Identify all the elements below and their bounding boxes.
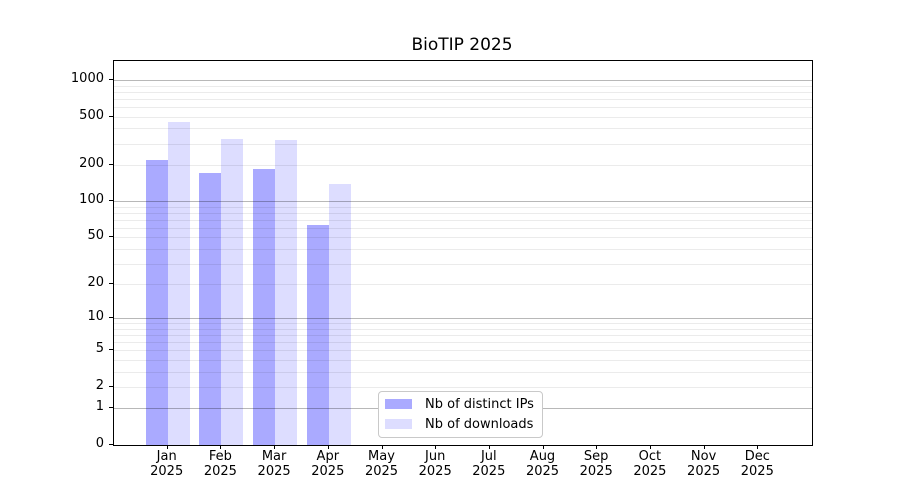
- y-tick-label: 50: [87, 228, 104, 244]
- y-tick-label: 20: [87, 275, 104, 291]
- bar-nb-of-distinct-ips-mar: [253, 168, 276, 445]
- x-tick-month: May: [368, 449, 395, 464]
- x-tick-month: Mar: [261, 449, 287, 464]
- x-tick-month: Jul: [480, 449, 497, 464]
- x-tick-label-jun: Jun 2025: [407, 449, 463, 479]
- x-tick-mark: [327, 445, 329, 449]
- y-tick-label: 0: [95, 436, 104, 451]
- x-tick-year: 2025: [472, 464, 506, 479]
- x-tick-mark: [703, 445, 705, 449]
- x-tick-year: 2025: [364, 464, 399, 479]
- x-tick-mark: [220, 445, 222, 449]
- y-tick-mark: [109, 200, 113, 202]
- legend-label-downloads: Nb of downloads: [425, 416, 534, 432]
- legend-item-distinct-ips: Nb of distinct IPs: [385, 394, 534, 414]
- y-tick-mark: [109, 386, 113, 387]
- x-tick-year: 2025: [203, 464, 237, 479]
- x-tick-label-may: May 2025: [354, 449, 410, 479]
- x-tick-month: Aug: [529, 449, 556, 464]
- x-tick-mark: [757, 445, 759, 449]
- x-tick-mark: [435, 445, 437, 449]
- y-tick-mark: [109, 349, 113, 351]
- y-tick-mark: [109, 79, 113, 80]
- plot-area: [113, 60, 813, 446]
- x-tick-year: 2025: [418, 464, 452, 479]
- x-tick-year: 2025: [311, 464, 345, 479]
- y-tick-mark: [109, 163, 113, 165]
- y-tick-label: 5: [95, 341, 104, 357]
- x-tick-label-aug: Aug 2025: [515, 449, 571, 479]
- x-tick-mark: [488, 445, 490, 449]
- x-tick-month: Dec: [744, 449, 770, 464]
- x-tick-month: Jun: [425, 449, 446, 464]
- x-tick-mark: [166, 445, 168, 449]
- x-tick-label-sep: Sep 2025: [568, 449, 624, 479]
- y-tick-label: 2: [95, 378, 104, 393]
- y-tick-label: 10: [87, 309, 104, 325]
- x-tick-month: Feb: [208, 449, 232, 464]
- bar-nb-of-distinct-ips-apr: [306, 225, 329, 445]
- x-tick-year: 2025: [579, 464, 613, 479]
- legend-swatch-downloads: [385, 419, 412, 429]
- y-tick-label: 100: [79, 192, 104, 208]
- legend-swatch-distinct-ips: [385, 399, 412, 409]
- x-tick-label-mar: Mar 2025: [246, 449, 302, 479]
- x-tick-mark: [274, 445, 276, 449]
- x-tick-label-apr: Apr 2025: [300, 449, 356, 479]
- x-tick-year: 2025: [257, 464, 291, 479]
- legend: Nb of distinct IPs Nb of downloads: [378, 391, 543, 438]
- chart-title: BioTIP 2025: [411, 35, 513, 55]
- bars-layer: [114, 61, 812, 445]
- bar-nb-of-downloads-feb: [221, 138, 244, 445]
- x-tick-month: Jan: [156, 449, 177, 464]
- x-tick-mark: [596, 445, 598, 449]
- y-tick-label: 500: [79, 107, 104, 123]
- y-tick-mark: [109, 283, 113, 285]
- legend-label-distinct-ips: Nb of distinct IPs: [425, 396, 534, 412]
- y-tick-mark: [109, 444, 113, 445]
- y-tick-label: 200: [79, 155, 104, 171]
- bar-nb-of-downloads-apr: [328, 183, 351, 445]
- y-tick-mark: [109, 115, 113, 117]
- x-tick-month: Sep: [583, 449, 609, 464]
- x-tick-year: 2025: [740, 464, 774, 479]
- x-tick-label-nov: Nov 2025: [676, 449, 732, 479]
- y-tick-mark: [109, 236, 113, 238]
- x-tick-label-feb: Feb 2025: [192, 449, 248, 479]
- x-tick-mark: [381, 445, 383, 449]
- y-tick-mark: [109, 407, 113, 409]
- x-tick-month: Apr: [316, 449, 340, 464]
- x-tick-mark: [649, 445, 651, 449]
- x-tick-year: 2025: [633, 464, 667, 479]
- x-tick-mark: [542, 445, 544, 449]
- bar-nb-of-downloads-mar: [275, 140, 298, 445]
- y-tick-label: 1: [95, 399, 104, 415]
- x-tick-year: 2025: [687, 464, 721, 479]
- x-tick-month: Oct: [638, 449, 662, 464]
- x-tick-label-oct: Oct 2025: [622, 449, 678, 479]
- bar-nb-of-downloads-jan: [167, 121, 190, 445]
- x-tick-year: 2025: [525, 464, 560, 479]
- y-tick-mark: [109, 317, 113, 319]
- x-tick-label-jan: Jan 2025: [139, 449, 195, 479]
- x-tick-year: 2025: [150, 464, 184, 479]
- bar-nb-of-distinct-ips-feb: [199, 173, 222, 445]
- x-tick-label-dec: Dec 2025: [729, 449, 785, 479]
- legend-item-downloads: Nb of downloads: [385, 414, 533, 434]
- x-tick-label-jul: Jul 2025: [461, 449, 517, 479]
- bar-nb-of-distinct-ips-jan: [145, 159, 168, 445]
- y-tick-label: 1000: [70, 71, 104, 86]
- x-tick-month: Nov: [690, 449, 717, 464]
